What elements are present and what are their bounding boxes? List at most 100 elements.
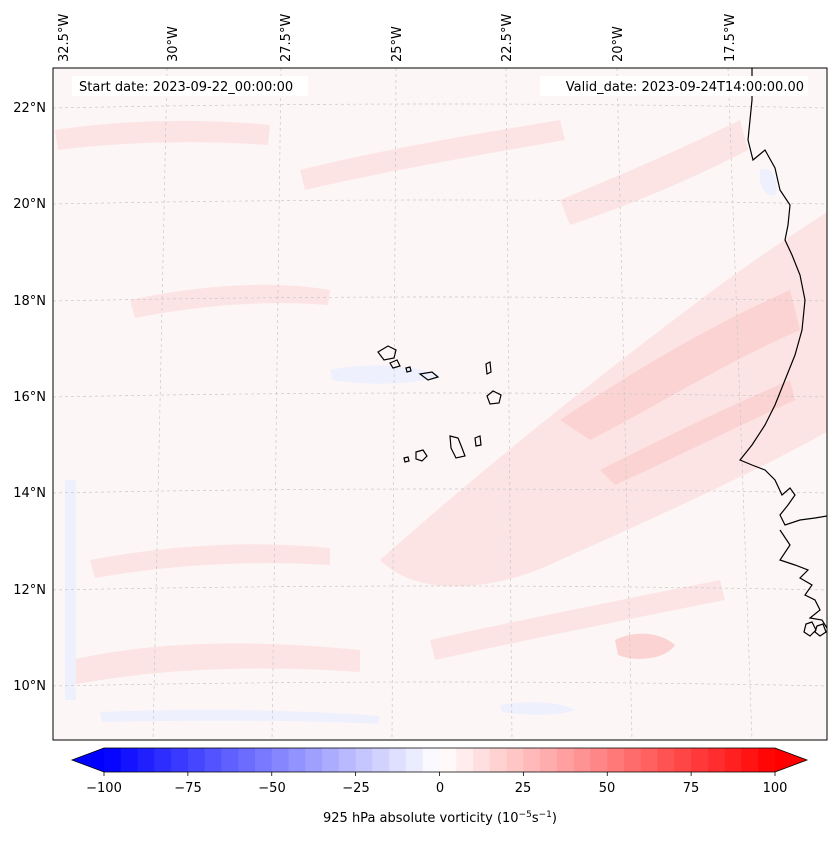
colorbar-cell xyxy=(741,748,759,772)
colorbar-tick-label: −75 xyxy=(174,781,201,796)
lon-label: 17.5°W xyxy=(723,14,738,62)
west-africa-coastline xyxy=(739,68,827,526)
parallel-line xyxy=(53,296,827,302)
parallel-line xyxy=(53,488,827,494)
colorbar-cell xyxy=(104,748,122,772)
colorbar-cell xyxy=(137,748,155,772)
vorticity-positive-streak xyxy=(430,580,725,660)
vorticity-negative-strip xyxy=(65,480,76,700)
vorticity-negative-patch xyxy=(500,702,575,715)
colorbar-cells xyxy=(104,748,776,772)
colorbar-cell xyxy=(221,748,239,772)
lon-label: 27.5°W xyxy=(279,14,294,62)
start-date-box xyxy=(72,76,308,96)
colorbar-cell xyxy=(640,748,659,772)
colorbar-cell xyxy=(439,748,457,772)
island-sao-vicente xyxy=(389,359,401,369)
parallel-line xyxy=(53,103,827,109)
colorbar-cell xyxy=(473,748,491,772)
colorbar-cell xyxy=(322,748,340,772)
meridian-line xyxy=(271,68,282,740)
colorbar-cell xyxy=(657,748,675,772)
colorbar-tick-label: −50 xyxy=(258,781,285,796)
colorbar-cell xyxy=(456,748,474,772)
colorbar-cell xyxy=(355,748,374,772)
colorbar-cell xyxy=(674,748,692,772)
coastal-island xyxy=(814,623,827,637)
vorticity-positive-core xyxy=(600,380,795,485)
colorbar-tick-label: 100 xyxy=(763,781,788,796)
meridian-line xyxy=(152,68,168,740)
lat-label: 20°N xyxy=(13,197,46,212)
lat-label: 16°N xyxy=(13,390,46,405)
colorbar-cell xyxy=(707,748,726,772)
colorbar-ticks xyxy=(103,772,776,776)
colorbar-cell xyxy=(288,748,306,772)
colorbar-tick-label: 0 xyxy=(436,781,444,796)
latitude-labels: 22°N 20°N 18°N 16°N 14°N 12°N 10°N xyxy=(13,101,46,694)
map-panel: Start date: 2023-09-22_00:00:00 Valid_da… xyxy=(13,14,828,741)
colorbar-extend-right xyxy=(775,748,807,772)
lon-label: 32.5°W xyxy=(57,14,72,62)
colorbar-cell xyxy=(758,748,776,772)
island-santo-antao xyxy=(377,345,397,361)
parallel-line xyxy=(53,681,827,687)
vorticity-negative-patch xyxy=(330,365,440,384)
meridian-line xyxy=(616,68,633,740)
coastlines xyxy=(377,68,827,637)
colorbar-cell xyxy=(422,748,441,772)
vorticity-positive-streak xyxy=(130,284,330,318)
island-sao-nicolau xyxy=(418,371,440,381)
lat-label: 18°N xyxy=(13,294,46,309)
colorbar-cell xyxy=(540,748,558,772)
colorbar-cell xyxy=(724,748,743,772)
colorbar-cell xyxy=(607,748,625,772)
colorbar-extend-left xyxy=(72,748,104,772)
lon-label: 20°W xyxy=(611,26,626,62)
longitude-labels: 32.5°W 30°W 27.5°W 25°W 22.5°W 20°W 17.5… xyxy=(57,14,738,62)
vorticity-positive-core xyxy=(560,290,800,440)
vorticity-field xyxy=(55,120,827,724)
island-santa-luzia xyxy=(405,366,412,373)
colorbar-cell xyxy=(154,748,172,772)
colorbar-cell xyxy=(691,748,709,772)
meridian-line xyxy=(391,68,397,740)
colorbar-tick-label: −100 xyxy=(86,781,122,796)
lon-label: 22.5°W xyxy=(500,14,515,62)
lat-label: 14°N xyxy=(13,486,46,501)
vorticity-positive-streak xyxy=(90,544,330,578)
island-fogo xyxy=(415,449,428,462)
colorbar-cell xyxy=(624,748,642,772)
start-date-label: Start date: 2023-09-22_00:00:00 xyxy=(79,80,293,95)
colorbar-tick-label: 75 xyxy=(683,781,700,796)
colorbar-cell xyxy=(389,748,407,772)
colorbar-cell xyxy=(271,748,290,772)
vorticity-positive-streak xyxy=(70,643,360,685)
colorbar-tick-label: 50 xyxy=(599,781,616,796)
vorticity-positive-streak xyxy=(560,120,748,225)
colorbar-cell xyxy=(120,748,139,772)
west-africa-coastline xyxy=(779,529,827,629)
island-boa-vista xyxy=(486,390,502,405)
island-brava xyxy=(403,456,410,463)
colorbar: −100 −75 −50 −25 0 25 50 75 100 925 hPa … xyxy=(70,747,809,826)
valid-date-label: Valid_date: 2023-09-24T14:00:00.00 xyxy=(566,80,804,95)
parallel-line xyxy=(53,585,827,591)
lat-label: 10°N xyxy=(13,679,46,694)
vorticity-positive-streak xyxy=(300,120,565,190)
colorbar-cell xyxy=(573,748,592,772)
meridian-line xyxy=(727,68,753,740)
colorbar-cell xyxy=(506,748,524,772)
map-frame xyxy=(52,67,828,741)
colorbar-cell xyxy=(254,748,273,772)
lon-label: 25°W xyxy=(390,26,405,62)
colorbar-cell xyxy=(204,748,223,772)
colorbar-cell xyxy=(187,748,206,772)
vorticity-negative-patch xyxy=(759,169,777,196)
colorbar-label: 925 hPa absolute vorticity (10−5s−1) xyxy=(323,810,557,826)
colorbar-cell xyxy=(590,748,608,772)
colorbar-tick-labels: −100 −75 −50 −25 0 25 50 75 100 xyxy=(86,781,787,796)
colorbar-cell xyxy=(405,748,424,772)
colorbar-cell xyxy=(489,748,508,772)
lat-label: 22°N xyxy=(13,101,46,116)
